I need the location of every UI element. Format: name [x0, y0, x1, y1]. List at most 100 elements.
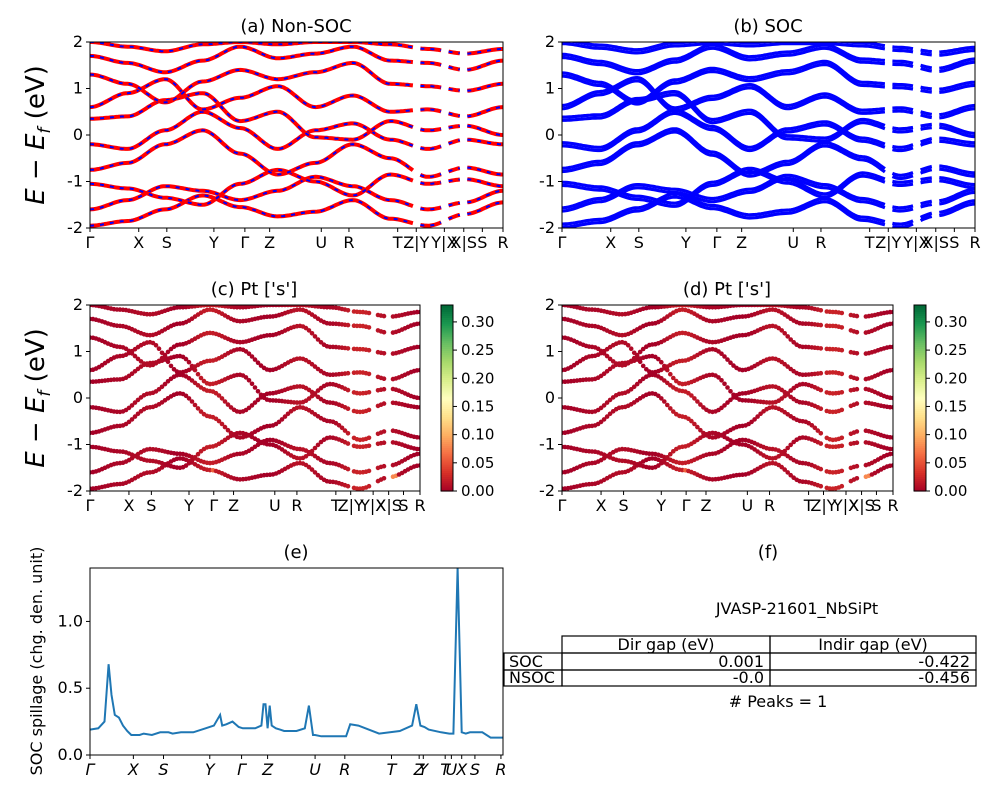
table-value: 0.001 [718, 652, 764, 671]
projection-point [659, 460, 664, 466]
colorbar-segment [441, 311, 453, 314]
colorbar-segment [441, 412, 453, 416]
xtick-label: Z [413, 760, 426, 779]
colorbar-segment [914, 474, 926, 478]
xtick-label: S [477, 233, 487, 252]
projection-point [168, 363, 174, 369]
colorbar-segment [441, 383, 453, 387]
projection-point [818, 431, 824, 436]
projection-point [159, 355, 165, 361]
xtick-label: X [455, 760, 468, 779]
table-row-label: SOC [509, 652, 543, 671]
colorbar-segment [441, 414, 453, 418]
projection-point [252, 357, 258, 362]
xtick-label: U [446, 760, 458, 779]
colorbar-segment [914, 379, 926, 383]
table-header: Indir gap (eV) [818, 635, 928, 654]
colorbar-segment [441, 480, 453, 484]
colorbar-segment [441, 451, 453, 455]
colorbar-segment [914, 470, 926, 473]
xtick-label: S [634, 233, 644, 252]
panel-a-ylabel: E − Ef (eV) [21, 65, 55, 205]
xtick-label: Γ [209, 496, 218, 515]
projection-point [785, 445, 790, 451]
xtick-label: Γ [682, 496, 691, 515]
table-value: -0.422 [918, 652, 970, 671]
colorbar-segment [441, 323, 453, 327]
xtick-label: S [871, 496, 881, 515]
projection-point [698, 402, 703, 407]
colorbar-segment [441, 400, 453, 403]
projection-point [417, 344, 420, 350]
colorbar-segment [914, 313, 926, 316]
table-row-label: NSOC [509, 668, 555, 687]
xtick-label: Z|Y [810, 496, 836, 515]
projection-point [249, 403, 255, 408]
colorbar-segment [441, 346, 453, 349]
colorbar-segment [914, 305, 926, 308]
colorbar-segment [441, 307, 453, 310]
projection-point [890, 405, 893, 410]
projection-point [890, 451, 893, 457]
colorbar-segment [441, 433, 453, 436]
panel-f-summary: (f) JVASP-21601_NbSiPt Dir gap (eV) Indir… [503, 542, 977, 711]
table-value: -0.456 [918, 668, 970, 687]
projection-point [381, 386, 387, 392]
colorbar-segment [441, 325, 453, 329]
colorbar-segment [441, 393, 453, 397]
xtick-label: S [162, 233, 172, 252]
colorbar-segment [441, 371, 453, 374]
colorbar-segment [914, 325, 926, 329]
projection-point [192, 402, 198, 408]
ytick-label: -1 [67, 172, 83, 191]
projection-point [722, 381, 727, 387]
colorbar-segment [441, 429, 453, 432]
colorbar-segment [914, 387, 926, 391]
colorbar-segment [441, 313, 453, 316]
soc-band-line [562, 46, 975, 76]
colorbar-frame [440, 304, 454, 492]
colorbar-segment [441, 422, 453, 426]
nonsoc-band-dash [90, 175, 503, 211]
projection-point [689, 393, 694, 398]
xtick-label: U [787, 233, 799, 252]
projection-point [246, 378, 252, 383]
spillage-series-line [89, 567, 503, 739]
colorbar-segment [914, 340, 926, 343]
projection-point [854, 386, 860, 392]
projection-point [719, 351, 724, 357]
projection-point [381, 476, 387, 481]
projection-point [640, 363, 646, 369]
projection-point [782, 448, 787, 454]
colorbar-segment [914, 383, 926, 387]
xtick-label: Z [701, 496, 712, 515]
xtick-label: Z|Y [403, 233, 429, 252]
colorbar-segment [441, 398, 453, 401]
colorbar-segment [914, 445, 926, 449]
projection-point [252, 385, 258, 390]
colorbar-segment [441, 464, 453, 467]
ytick-label: 2 [73, 32, 83, 51]
projection-point [345, 370, 351, 376]
colorbar-segment [441, 377, 453, 380]
xtick-label: Γ [712, 233, 721, 252]
projection-point [839, 347, 845, 353]
projection-point [628, 358, 634, 364]
projection-point [417, 405, 420, 410]
projection-point [249, 354, 255, 359]
colorbar-segment [914, 358, 926, 362]
colorbar-segment [441, 387, 453, 391]
soc-band-line [562, 127, 975, 177]
colorbar-segment [914, 389, 926, 393]
colorbar-segment [441, 373, 453, 376]
panel-c-xticks: Γ X S Y Γ Z U R TZ|YY|XX|SS R [86, 491, 426, 515]
projection-point [890, 367, 893, 373]
projection-point [818, 322, 824, 328]
colorbar-tick-label: 0.20 [934, 369, 967, 387]
ytick-label: 0.0 [58, 745, 83, 764]
xtick-label: X [123, 496, 134, 515]
projection-point [637, 359, 643, 365]
colorbar-segment [441, 468, 453, 471]
xtick-label: Γ [240, 233, 249, 252]
colorbar-segment [914, 451, 926, 455]
